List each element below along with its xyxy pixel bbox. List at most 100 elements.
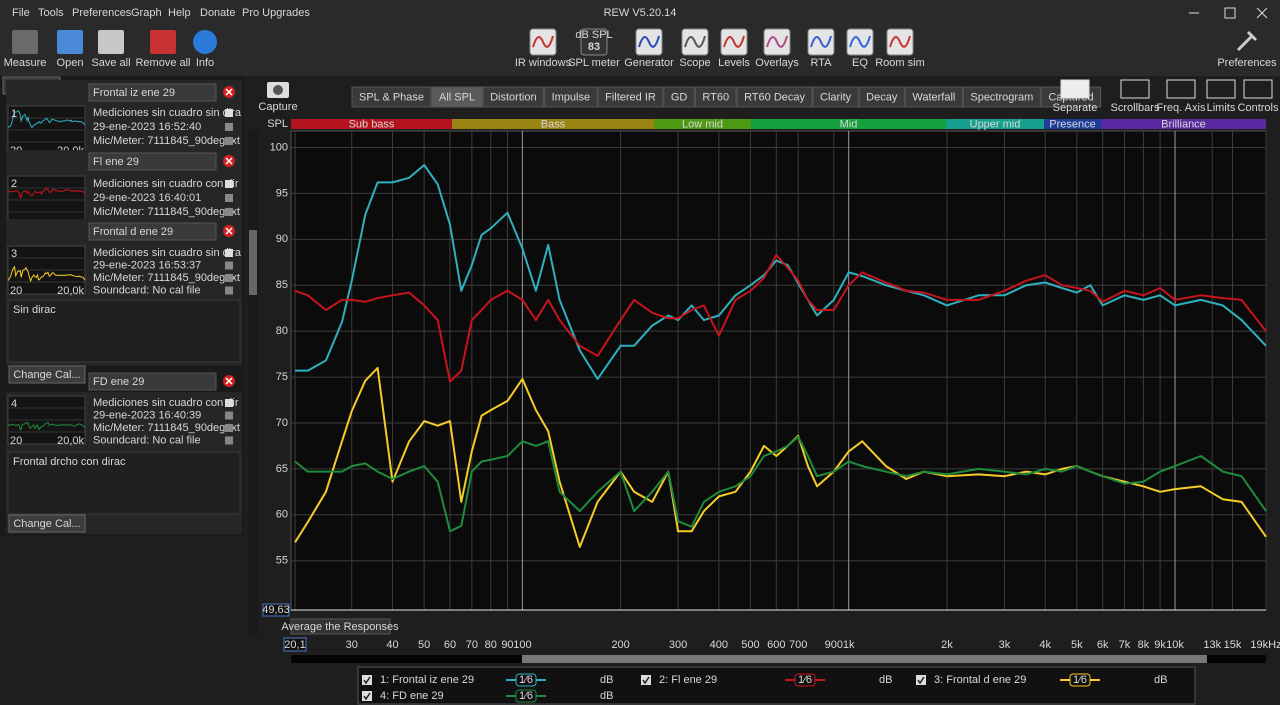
toolbar-button[interactable]: EQ — [852, 57, 868, 69]
measurement-name-box[interactable] — [88, 222, 217, 241]
legend-entry[interactable]: 2: Fl ene 29 — [659, 674, 717, 686]
graph-tab[interactable] — [694, 86, 737, 108]
info-icon[interactable] — [225, 436, 233, 445]
close-icon[interactable] — [1256, 7, 1268, 19]
graph-tab[interactable] — [544, 86, 598, 108]
graph-tool-icon[interactable] — [1166, 79, 1196, 99]
graph-tab[interactable] — [597, 86, 664, 108]
legend-checkbox[interactable] — [362, 675, 372, 685]
info-icon[interactable] — [225, 399, 233, 407]
info-icon[interactable] — [225, 194, 233, 202]
graph-tab[interactable] — [663, 86, 695, 108]
smoothing-label[interactable]: 1⁄6 — [519, 674, 533, 686]
toolbar-button[interactable]: Info — [196, 57, 214, 69]
menu-item[interactable]: Tools — [38, 7, 64, 19]
graph-tab[interactable] — [736, 86, 813, 108]
info-icon[interactable] — [225, 137, 233, 145]
toolbar-button[interactable]: Measure — [4, 57, 47, 69]
measurement-name-box[interactable] — [88, 83, 217, 102]
menu-item[interactable]: Donate — [200, 7, 235, 19]
v-scroll-thumb[interactable] — [249, 230, 257, 295]
graph-tab-label[interactable]: Distortion — [490, 91, 536, 103]
graph-tab-label[interactable]: Impulse — [552, 91, 591, 103]
toolbar-button[interactable]: SPL meter — [568, 57, 620, 69]
measurement-name-box[interactable] — [88, 372, 217, 391]
info-icon[interactable] — [225, 424, 233, 432]
v-scroll-track[interactable] — [248, 130, 258, 635]
info-icon[interactable] — [225, 286, 233, 295]
capture-button[interactable]: Capture — [258, 101, 297, 113]
graph-tab[interactable] — [812, 86, 859, 108]
info-icon[interactable] — [225, 123, 233, 131]
smoothing-box[interactable] — [1069, 673, 1091, 687]
change-cal-label[interactable]: Change Cal... — [13, 518, 80, 530]
graph-tab-label[interactable]: Spectrogram — [970, 91, 1033, 103]
measurement-name[interactable]: FD ene 29 — [93, 376, 144, 388]
toolbar-button[interactable]: Scope — [679, 57, 710, 69]
toolbar-button[interactable]: Save all — [91, 57, 130, 69]
notes-box[interactable] — [7, 451, 241, 515]
toolbar-icon[interactable] — [12, 30, 38, 54]
toolbar-icon[interactable] — [57, 30, 83, 54]
graph-tab[interactable] — [351, 86, 432, 108]
info-icon[interactable] — [225, 249, 233, 257]
graph-tab[interactable] — [431, 86, 483, 108]
info-icon[interactable] — [225, 180, 233, 188]
menu-item[interactable]: Preferences — [72, 7, 132, 19]
smoothing-label[interactable]: 1⁄6 — [1073, 674, 1087, 686]
smoothing-box[interactable] — [515, 689, 537, 703]
toolbar-button[interactable]: Generator — [624, 57, 674, 69]
measurement-name[interactable]: Frontal d ene 29 — [93, 226, 173, 238]
measurement-name-box[interactable] — [88, 152, 217, 171]
maximize-icon[interactable] — [1224, 7, 1236, 19]
average-button[interactable] — [290, 618, 391, 635]
graph-tool-button[interactable]: Controls — [1238, 102, 1279, 114]
graph-tool-icon[interactable] — [1120, 79, 1150, 99]
smoothing-label[interactable]: 1⁄6 — [798, 674, 812, 686]
smoothing-label[interactable]: 1⁄6 — [519, 690, 533, 702]
info-icon[interactable] — [225, 411, 233, 420]
toolbar-button[interactable]: Levels — [718, 57, 750, 69]
measurement-name[interactable]: Frontal iz ene 29 — [93, 87, 175, 99]
info-icon[interactable] — [225, 109, 233, 117]
toolbar-button[interactable]: Open — [57, 57, 84, 69]
graph-tab-label[interactable]: Waterfall — [912, 91, 955, 103]
legend-checkbox[interactable] — [641, 675, 651, 685]
info-icon[interactable] — [225, 261, 233, 270]
graph-tab[interactable] — [482, 86, 545, 108]
cursor-value-box[interactable] — [262, 603, 290, 617]
toolbar-icon[interactable] — [580, 28, 608, 56]
graph-tab-label[interactable]: Filtered IR — [605, 91, 656, 103]
graph-tab-label[interactable]: RT60 — [702, 91, 729, 103]
toolbar-button[interactable]: IR windows — [515, 57, 572, 69]
graph-tab-label[interactable]: Clarity — [820, 91, 852, 103]
toolbar-button[interactable]: Overlays — [755, 57, 799, 69]
graph-tool-icon[interactable] — [1060, 79, 1090, 99]
graph-tool-button[interactable]: Separate — [1053, 102, 1098, 114]
measurement-name[interactable]: Fl ene 29 — [93, 156, 139, 168]
h-scroll-thumb[interactable] — [522, 655, 1207, 663]
info-icon[interactable] — [225, 208, 233, 216]
graph-tab-label[interactable]: GD — [671, 91, 688, 103]
toolbar-button[interactable]: Remove all — [135, 57, 190, 69]
average-label[interactable]: Average the Responses — [281, 621, 399, 633]
smoothing-box[interactable] — [794, 673, 816, 687]
menu-item[interactable]: Help — [168, 7, 191, 19]
legend-checkbox[interactable] — [362, 691, 372, 701]
menu-item[interactable]: File — [12, 7, 30, 19]
graph-tool-icon[interactable] — [1243, 79, 1273, 99]
change-cal-button[interactable] — [8, 365, 86, 384]
graph-tab[interactable] — [858, 86, 905, 108]
graph-tool-button[interactable]: Freq. Axis — [1157, 102, 1206, 114]
info-icon[interactable] — [225, 274, 233, 282]
toolbar-button[interactable]: Preferences — [1217, 57, 1277, 69]
menu-item[interactable]: Graph — [131, 7, 162, 19]
toolbar-icon[interactable] — [150, 30, 176, 54]
graph-tool-button[interactable]: Scrollbars — [1111, 102, 1160, 114]
toolbar-icon[interactable] — [193, 30, 217, 54]
legend-entry[interactable]: 3: Frontal d ene 29 — [934, 674, 1026, 686]
graph-tab-label[interactable]: Decay — [866, 91, 898, 103]
legend-entry[interactable]: 4: FD ene 29 — [380, 690, 444, 702]
toolbar-icon[interactable] — [98, 30, 124, 54]
graph-tab-label[interactable]: RT60 Decay — [744, 91, 805, 103]
